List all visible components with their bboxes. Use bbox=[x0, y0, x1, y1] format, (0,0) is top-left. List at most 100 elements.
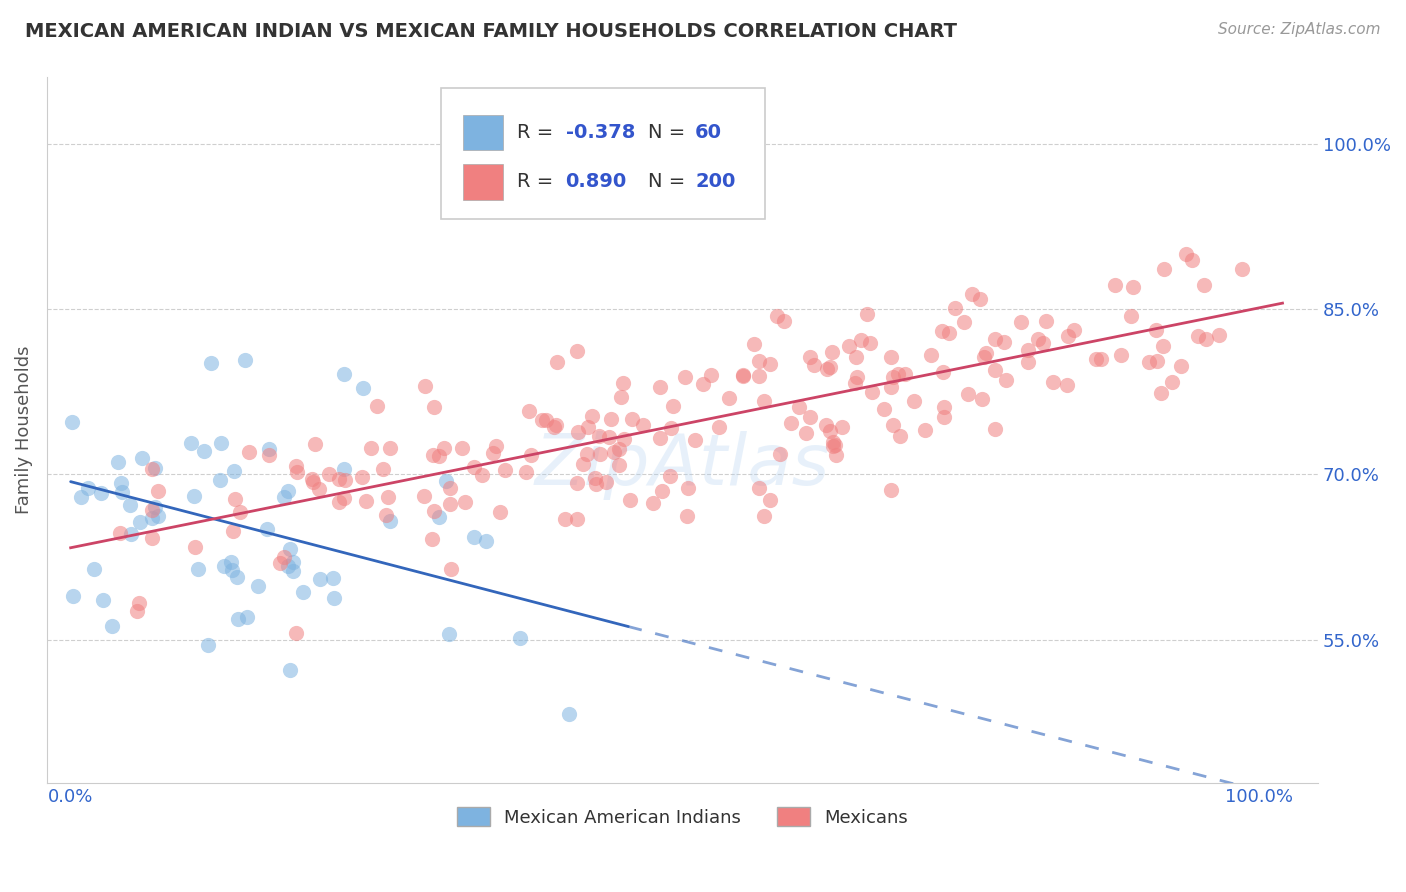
Point bbox=[62, 589, 84, 603]
Point bbox=[1104, 278, 1126, 293]
Point bbox=[301, 473, 323, 487]
Point bbox=[748, 353, 770, 368]
Point bbox=[882, 418, 904, 433]
Point bbox=[673, 370, 696, 384]
Point bbox=[226, 612, 249, 626]
Point bbox=[565, 344, 588, 359]
Point bbox=[69, 491, 91, 505]
Point bbox=[322, 571, 344, 585]
FancyBboxPatch shape bbox=[463, 115, 503, 150]
Point bbox=[108, 526, 131, 541]
Y-axis label: Family Households: Family Households bbox=[15, 346, 32, 515]
Point bbox=[110, 476, 132, 491]
Point bbox=[180, 436, 202, 450]
Point bbox=[141, 510, 163, 524]
Point bbox=[692, 376, 714, 391]
Point bbox=[440, 562, 463, 576]
Point bbox=[224, 491, 246, 506]
Point bbox=[141, 531, 163, 545]
Point bbox=[773, 314, 796, 328]
Point bbox=[957, 387, 980, 401]
Point bbox=[413, 379, 436, 393]
Point bbox=[914, 423, 936, 437]
Point bbox=[474, 534, 496, 549]
Point bbox=[427, 510, 450, 524]
Point bbox=[256, 522, 278, 536]
Point bbox=[236, 609, 259, 624]
Point bbox=[932, 401, 955, 415]
Point bbox=[89, 486, 111, 500]
Point bbox=[328, 472, 350, 486]
Point bbox=[818, 425, 841, 439]
Point bbox=[1174, 246, 1197, 260]
Point bbox=[377, 490, 399, 504]
Point bbox=[228, 505, 250, 519]
Point bbox=[844, 376, 866, 390]
Point bbox=[972, 392, 994, 406]
Point bbox=[932, 365, 955, 379]
Text: ZipAtlas: ZipAtlas bbox=[534, 431, 830, 500]
Point bbox=[1056, 328, 1078, 343]
Point bbox=[373, 462, 395, 476]
Text: 200: 200 bbox=[695, 172, 735, 192]
Point bbox=[1137, 354, 1160, 368]
Point bbox=[821, 345, 844, 359]
Point bbox=[799, 350, 821, 364]
Point bbox=[1208, 327, 1230, 342]
Point bbox=[824, 437, 846, 451]
Point bbox=[588, 428, 610, 442]
Point bbox=[815, 361, 838, 376]
Point bbox=[1146, 353, 1168, 368]
Point bbox=[131, 450, 153, 465]
Point bbox=[322, 591, 344, 606]
Point bbox=[994, 373, 1017, 387]
Point bbox=[742, 337, 765, 351]
Point bbox=[973, 351, 995, 365]
Point bbox=[889, 428, 911, 442]
Point bbox=[269, 556, 291, 570]
Point bbox=[650, 431, 672, 445]
Point bbox=[780, 416, 803, 430]
Point bbox=[277, 558, 299, 573]
Point bbox=[803, 359, 825, 373]
Point bbox=[277, 483, 299, 498]
Text: 60: 60 bbox=[695, 123, 723, 142]
Point bbox=[515, 465, 537, 479]
Point bbox=[233, 352, 256, 367]
Point bbox=[598, 430, 620, 444]
Point bbox=[107, 455, 129, 469]
Point bbox=[146, 483, 169, 498]
Point bbox=[222, 524, 245, 538]
Point bbox=[273, 550, 295, 565]
Point bbox=[209, 436, 232, 450]
Text: Source: ZipAtlas.com: Source: ZipAtlas.com bbox=[1218, 22, 1381, 37]
Point bbox=[246, 579, 269, 593]
Point bbox=[463, 530, 485, 544]
Point bbox=[91, 592, 114, 607]
Point bbox=[1144, 323, 1167, 337]
Point bbox=[60, 416, 83, 430]
Point bbox=[489, 505, 512, 519]
Point bbox=[845, 350, 868, 364]
Point bbox=[1170, 359, 1192, 373]
Point bbox=[838, 339, 860, 353]
Point bbox=[143, 461, 166, 475]
Point bbox=[794, 426, 817, 441]
Point bbox=[752, 393, 775, 408]
Point bbox=[120, 526, 142, 541]
Point bbox=[578, 419, 600, 434]
Point bbox=[77, 481, 100, 495]
Point bbox=[544, 417, 567, 432]
Point bbox=[278, 663, 301, 677]
Point bbox=[589, 447, 612, 461]
Point bbox=[451, 442, 474, 456]
Point bbox=[1109, 348, 1132, 362]
Point bbox=[558, 706, 581, 721]
Point bbox=[748, 368, 770, 383]
Point bbox=[141, 503, 163, 517]
Point bbox=[846, 370, 869, 384]
Point bbox=[903, 394, 925, 409]
Point bbox=[1056, 377, 1078, 392]
Point bbox=[111, 485, 134, 500]
Point bbox=[222, 464, 245, 478]
